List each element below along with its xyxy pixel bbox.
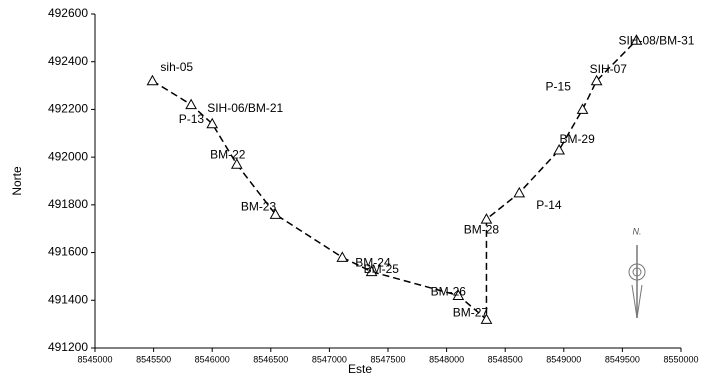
point-marker [480, 213, 493, 224]
x-tick-label: 8549000 [546, 354, 581, 364]
point-marker [590, 74, 603, 86]
point-marker [452, 289, 465, 301]
x-tick-label: 8546500 [253, 354, 288, 364]
y-tick-label: 492200 [48, 102, 88, 116]
x-tick-label: 8550000 [663, 354, 698, 364]
y-axis-title: Norte [10, 166, 24, 196]
compass: N. [628, 226, 646, 319]
x-tick-label: 8549500 [605, 354, 640, 364]
compass-ring [632, 267, 642, 277]
y-tick-label: 492000 [48, 149, 88, 163]
y-tick-label: 491200 [48, 340, 88, 354]
compass-legs [631, 284, 643, 319]
point-label: sih-05 [160, 60, 193, 74]
point-label: BM-25 [364, 262, 400, 276]
y-tick-label: 491400 [48, 292, 88, 306]
point-label: SIH-08/BM-31 [618, 33, 694, 47]
point-label: P-13 [179, 112, 205, 126]
point-label: BM-23 [241, 200, 277, 214]
point-label: BM-27 [453, 306, 489, 320]
point-marker [513, 186, 526, 198]
point-label: P-15 [546, 80, 572, 94]
y-tick-label: 491800 [48, 197, 88, 211]
point-label: P-14 [536, 198, 562, 212]
x-tick-label: 8547500 [370, 354, 405, 364]
point-marker [269, 208, 282, 219]
y-tick-label: 491600 [48, 245, 88, 259]
point-marker [365, 265, 378, 277]
point-marker [185, 98, 197, 110]
y-tick-label: 492600 [48, 6, 88, 20]
point-label: BM-22 [210, 147, 246, 161]
point-label: BM-26 [431, 285, 467, 299]
x-tick-label: 8545000 [77, 354, 112, 364]
x-tick-label: 8548500 [488, 354, 523, 364]
point-label: SIH-06/BM-21 [207, 101, 283, 115]
x-tick-label: 8545500 [136, 354, 171, 364]
point-label: BM-28 [464, 222, 500, 236]
point-marker [336, 251, 349, 262]
point-marker [480, 313, 493, 324]
point-label: SIH-07 [590, 62, 628, 76]
x-tick-label: 8546000 [195, 354, 230, 364]
point-marker [553, 143, 565, 155]
x-tick-label: 8548000 [429, 354, 464, 364]
point-label: BM-24 [355, 256, 391, 270]
point-marker [146, 74, 159, 86]
point-marker [206, 117, 219, 129]
point-label: BM-29 [559, 132, 595, 146]
x-tick-label: 8547000 [312, 354, 347, 364]
y-tick-label: 492400 [48, 54, 88, 68]
point-marker [576, 103, 589, 114]
compass-label: N. [633, 226, 642, 236]
point-marker [630, 34, 643, 45]
point-marker [230, 158, 243, 169]
compass-ring [628, 263, 646, 281]
x-axis-title: Este [348, 362, 372, 376]
